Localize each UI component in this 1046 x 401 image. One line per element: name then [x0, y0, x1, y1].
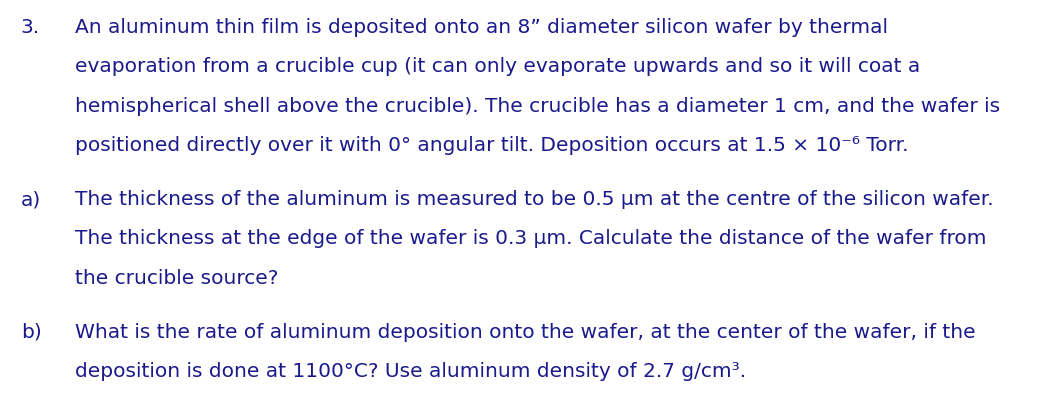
Text: b): b) [21, 323, 42, 342]
Text: An aluminum thin film is deposited onto an 8” diameter silicon wafer by thermal: An aluminum thin film is deposited onto … [75, 18, 888, 37]
Text: The thickness at the edge of the wafer is 0.3 μm. Calculate the distance of the : The thickness at the edge of the wafer i… [75, 229, 986, 248]
Text: The thickness of the aluminum is measured to be 0.5 μm at the centre of the sili: The thickness of the aluminum is measure… [75, 190, 994, 209]
Text: hemispherical shell above the crucible). The crucible has a diameter 1 cm, and t: hemispherical shell above the crucible).… [75, 97, 1000, 115]
Text: evaporation from a crucible cup (it can only evaporate upwards and so it will co: evaporation from a crucible cup (it can … [75, 57, 920, 76]
Text: deposition is done at 1100°C? Use aluminum density of 2.7 g/cm³.: deposition is done at 1100°C? Use alumin… [75, 362, 747, 381]
Text: a): a) [21, 190, 41, 209]
Text: 3.: 3. [21, 18, 40, 37]
Text: the crucible source?: the crucible source? [75, 269, 278, 288]
Text: positioned directly over it with 0° angular tilt. Deposition occurs at 1.5 × 10⁻: positioned directly over it with 0° angu… [75, 136, 909, 155]
Text: What is the rate of aluminum deposition onto the wafer, at the center of the waf: What is the rate of aluminum deposition … [75, 323, 976, 342]
